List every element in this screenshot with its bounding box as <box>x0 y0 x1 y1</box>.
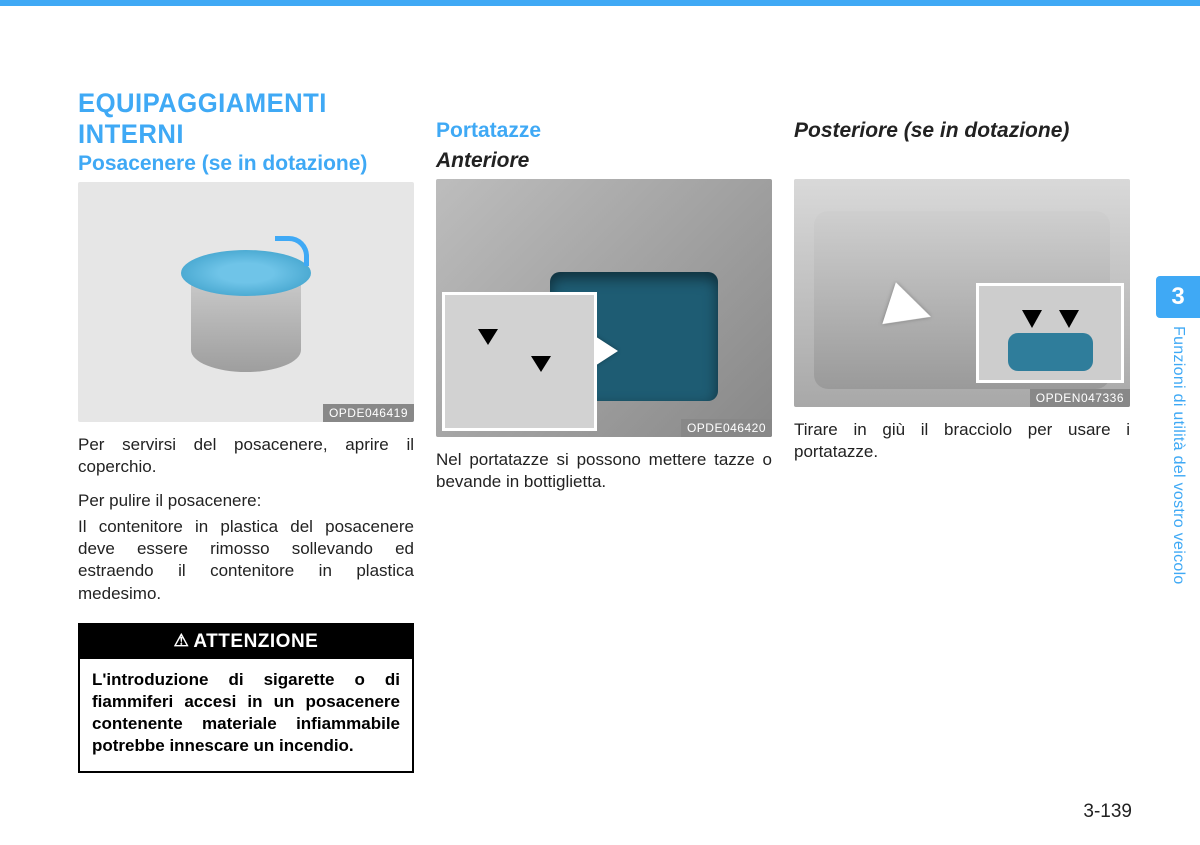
figure-ashtray: OPDE046419 <box>78 182 414 422</box>
section-title-cupholder: Portatazze <box>436 119 772 143</box>
top-accent-stripe <box>0 0 1200 6</box>
column-2: Portatazze Anteriore OPDE046420 Nel port… <box>436 88 772 773</box>
subsection-front: Anteriore <box>436 149 772 173</box>
inset-detail <box>976 283 1124 383</box>
figure-code-ashtray: OPDE046419 <box>323 404 414 422</box>
figure-rear-cupholder: OPDEN047336 <box>794 179 1130 407</box>
page-number: 3-139 <box>1083 801 1132 823</box>
ashtray-open-text: Per servirsi del posacenere, aprire il c… <box>78 434 414 478</box>
warning-triangle-icon: ⚠ <box>174 631 190 651</box>
spacer <box>794 149 1130 179</box>
column-3: Posteriore (se in dotazione) OPDEN047336… <box>794 88 1130 773</box>
rear-cupholder-shape <box>1008 333 1093 371</box>
ashtray-illustration <box>181 232 311 372</box>
ashtray-clean-text: Il contenitore in plastica del posacener… <box>78 516 414 604</box>
rotate-arrow-icon <box>275 236 309 266</box>
rear-cupholder-text: Tirare in giù il bracciolo per usare i p… <box>794 419 1130 463</box>
front-cupholder-text: Nel portatazze si possono mettere tazze … <box>436 449 772 493</box>
warning-box: ⚠ATTENZIONE L'introduzione di sigarette … <box>78 623 414 773</box>
spacer <box>794 88 1130 119</box>
ashtray-clean-heading: Per pulire il posacenere: <box>78 490 414 512</box>
figure-code-front: OPDE046420 <box>681 419 772 437</box>
console-illustration <box>436 179 772 437</box>
section-title-ashtray: Posacenere (se in dotazione) <box>78 152 414 176</box>
chapter-tab: 3 <box>1156 276 1200 318</box>
subsection-rear: Posteriore (se in dotazione) <box>794 119 1130 143</box>
page-content: EQUIPAGGIAMENTI INTERNI Posacenere (se i… <box>0 0 1200 773</box>
spacer <box>436 88 772 119</box>
figure-front-cupholder: OPDE046420 <box>436 179 772 437</box>
warning-body-text: L'introduzione di sigarette o di fiammif… <box>80 659 412 771</box>
column-1: EQUIPAGGIAMENTI INTERNI Posacenere (se i… <box>78 88 414 773</box>
inset-detail <box>442 292 597 431</box>
main-title: EQUIPAGGIAMENTI INTERNI <box>78 88 397 150</box>
figure-code-rear: OPDEN047336 <box>1030 389 1130 407</box>
warning-header: ⚠ATTENZIONE <box>80 625 412 659</box>
warning-title: ATTENZIONE <box>193 631 318 652</box>
rear-seat-illustration <box>794 179 1130 407</box>
chapter-label: Funzioni di utilità del vostro veicolo <box>1169 326 1187 585</box>
